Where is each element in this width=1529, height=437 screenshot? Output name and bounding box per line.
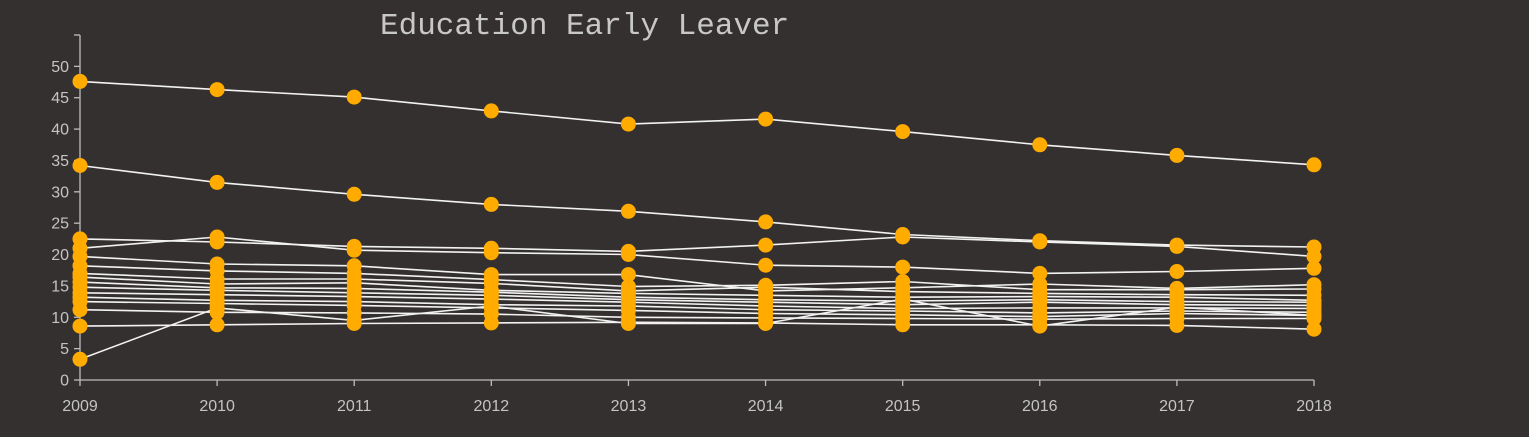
data-point[interactable] [758, 257, 774, 273]
x-axis: 2009 2010 2011 2012 2013 2014 2015 2016 2017 2018 [62, 379, 1332, 415]
data-point[interactable] [1169, 317, 1185, 333]
data-point[interactable] [620, 247, 636, 262]
data-point[interactable] [620, 116, 636, 132]
data-point[interactable] [1032, 318, 1048, 334]
data-point[interactable] [1032, 137, 1048, 153]
data-point[interactable] [1306, 260, 1322, 276]
x-tick-label: 2014 [748, 398, 784, 415]
data-point[interactable] [483, 196, 499, 212]
data-point[interactable] [72, 318, 88, 334]
x-tick-label: 2009 [62, 398, 98, 415]
series-line [79, 255, 1315, 292]
data-point[interactable] [758, 214, 774, 230]
data-point[interactable] [209, 229, 225, 245]
data-point[interactable] [895, 291, 911, 307]
data-point[interactable] [72, 302, 88, 318]
data-point[interactable] [758, 237, 774, 253]
data-point[interactable] [620, 267, 636, 283]
series-line [79, 281, 1315, 304]
data-point[interactable] [1306, 307, 1322, 323]
x-tick-label: 2015 [885, 398, 921, 415]
data-point[interactable] [72, 351, 88, 367]
y-tick-label: 25 [51, 216, 69, 233]
series-line [79, 300, 1315, 318]
data-point[interactable] [620, 316, 636, 331]
data-point[interactable] [483, 315, 499, 331]
y-tick-label: 50 [51, 59, 69, 76]
series-line [79, 272, 1315, 297]
series-line [79, 265, 1315, 291]
y-tick-label: 45 [51, 90, 69, 107]
series-line [79, 308, 1314, 321]
data-point[interactable] [209, 300, 225, 316]
data-point[interactable] [72, 158, 88, 173]
x-tick-label: 2012 [474, 398, 510, 415]
data-point[interactable] [346, 242, 362, 258]
data-point[interactable] [483, 245, 499, 261]
data-point[interactable] [209, 174, 225, 190]
x-tick-label: 2010 [199, 398, 235, 415]
y-tick-label: 15 [51, 278, 69, 295]
data-point[interactable] [1169, 299, 1185, 315]
data-point[interactable] [483, 103, 499, 119]
y-tick-label: 35 [51, 153, 69, 170]
series-line [79, 292, 1315, 310]
x-tick-label: 2018 [1296, 398, 1332, 415]
data-point[interactable] [895, 124, 911, 140]
y-axis: 0 5 10 15 20 25 30 35 40 45 50 [51, 34, 81, 390]
data-point[interactable] [209, 82, 225, 98]
x-tick-label: 2016 [1022, 398, 1058, 415]
data-point[interactable] [1032, 234, 1048, 250]
series-line [79, 164, 1315, 248]
data-point[interactable] [346, 89, 362, 105]
series-line [79, 298, 1315, 361]
y-tick-label: 5 [60, 341, 69, 358]
data-point[interactable] [72, 73, 88, 89]
data-point[interactable] [895, 317, 911, 333]
data-point[interactable] [346, 186, 362, 202]
series-lines [79, 80, 1315, 361]
data-point[interactable] [1032, 265, 1048, 281]
x-tick-label: 2011 [337, 398, 372, 415]
y-tick-label: 0 [60, 373, 69, 390]
x-tick-label: 2013 [611, 398, 647, 415]
series-line [79, 276, 1315, 302]
data-point[interactable] [1169, 238, 1185, 254]
series-line [79, 236, 1315, 258]
x-tick-label: 2017 [1159, 398, 1195, 415]
data-point[interactable] [1306, 248, 1322, 264]
data-point[interactable] [1306, 321, 1322, 337]
data-point[interactable] [758, 316, 774, 331]
chart-title: Education Early Leaver [380, 9, 789, 44]
series-line [79, 80, 1315, 166]
series-markers [72, 73, 1322, 367]
data-point[interactable] [346, 312, 362, 328]
data-point[interactable] [758, 111, 774, 127]
series-line [79, 296, 1315, 314]
data-point[interactable] [895, 229, 911, 245]
data-point[interactable] [895, 259, 911, 275]
y-tick-label: 10 [51, 310, 69, 327]
y-tick-label: 30 [51, 184, 69, 201]
series-line [79, 236, 1315, 275]
y-tick-label: 20 [51, 247, 69, 264]
data-point[interactable] [209, 317, 225, 333]
data-point[interactable] [1169, 264, 1185, 279]
series-line [79, 321, 1315, 330]
data-point[interactable] [1306, 157, 1322, 173]
data-point[interactable] [1169, 147, 1185, 163]
series-line [79, 286, 1315, 307]
data-point[interactable] [620, 203, 636, 219]
y-tick-label: 40 [51, 122, 69, 139]
data-point[interactable] [483, 298, 499, 314]
